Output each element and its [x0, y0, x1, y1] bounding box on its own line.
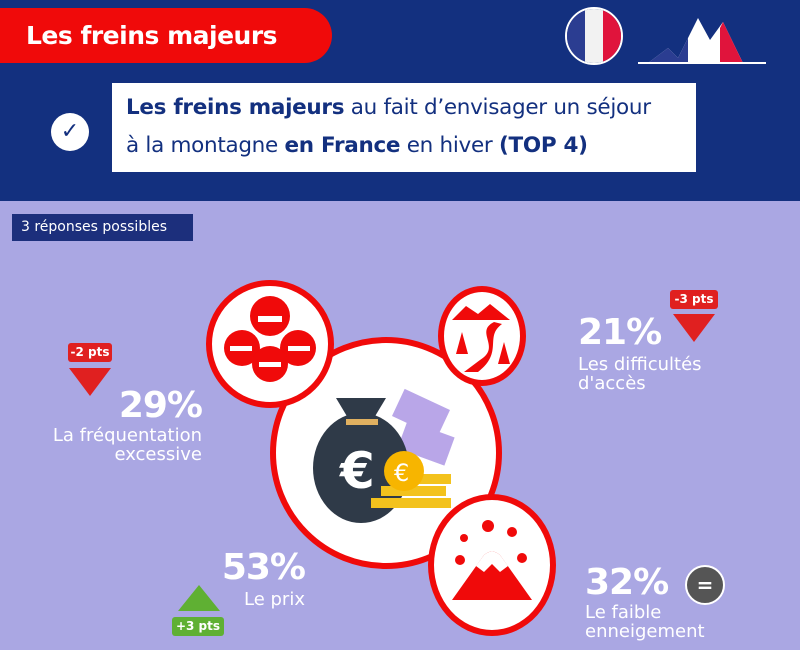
- page-title: Les freins majeurs: [0, 8, 332, 63]
- question-text: à la montagne: [126, 133, 285, 158]
- item-label: excessive: [114, 444, 202, 465]
- change-badge: -2 pts: [68, 343, 112, 362]
- item-label: La fréquentation: [52, 425, 202, 446]
- question-box: Les freins majeurs au fait d’envisager u…: [112, 83, 696, 172]
- question-text: en hiver: [400, 133, 499, 158]
- equal-icon: =: [685, 565, 725, 605]
- trend-up-icon: [178, 585, 220, 611]
- percent-value: 53%: [221, 547, 306, 588]
- crowd-skiers-icon: [206, 280, 334, 408]
- change-badge: +3 pts: [172, 617, 224, 636]
- check-icon: ✓: [51, 113, 89, 151]
- svg-text:€: €: [339, 442, 375, 500]
- question-text: au fait d’envisager un séjour: [344, 95, 651, 120]
- item-label: Les difficultés: [578, 354, 702, 375]
- question-bold: Les freins majeurs: [126, 95, 345, 120]
- mountain-snow-icon: [428, 494, 556, 636]
- item-label: enneigement: [585, 621, 705, 642]
- winding-road-icon: [438, 286, 526, 386]
- question-bold: en France: [284, 133, 401, 158]
- trend-down-icon: [673, 314, 715, 342]
- percent-value: 32%: [585, 562, 669, 603]
- percent-value: 21%: [578, 312, 662, 353]
- item-label: Le prix: [244, 589, 305, 610]
- trend-down-icon: [69, 368, 111, 396]
- responses-badge: 3 réponses possibles: [12, 214, 193, 241]
- item-label: Le faible: [585, 602, 662, 623]
- item-label: d'accès: [578, 373, 646, 394]
- france-flag-icon: [565, 7, 623, 65]
- svg-text:€: €: [394, 459, 409, 487]
- change-badge: -3 pts: [670, 290, 718, 309]
- mountain-flag-logo: [638, 18, 766, 64]
- question-bold: (TOP 4): [498, 133, 588, 158]
- percent-value: 29%: [118, 385, 203, 426]
